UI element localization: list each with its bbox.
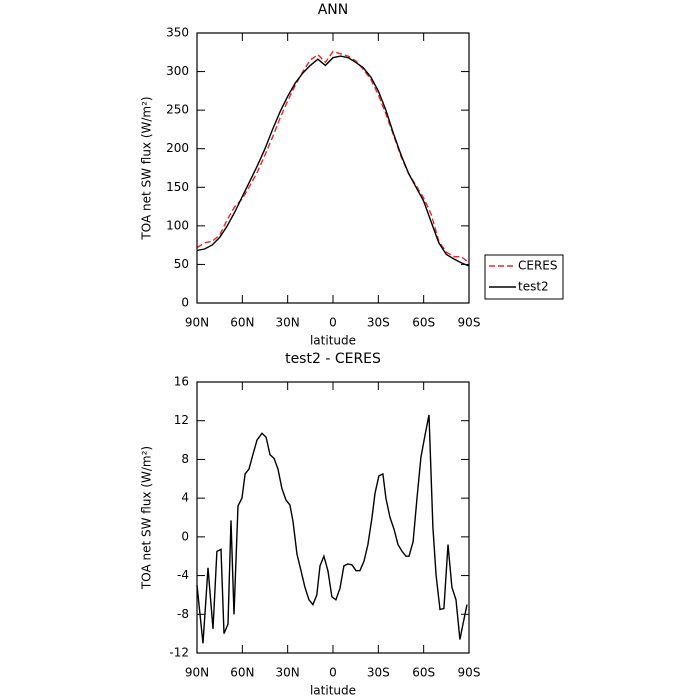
legend-label: test2 xyxy=(518,280,549,294)
data-line xyxy=(196,50,470,264)
x-tick-label: 0 xyxy=(329,316,337,330)
y-tick-label: 4 xyxy=(181,491,189,505)
chart-title: ANN xyxy=(318,2,349,18)
y-tick-label: 16 xyxy=(174,375,189,389)
x-tick-label: 90N xyxy=(185,666,209,680)
data-line xyxy=(196,414,468,644)
x-tick-label: 60N xyxy=(230,666,254,680)
y-tick-label: 300 xyxy=(166,64,189,78)
x-tick-label: 0 xyxy=(329,666,337,680)
x-axis-label: latitude xyxy=(310,684,356,698)
y-tick-label: -8 xyxy=(177,607,189,621)
y-tick-label: 200 xyxy=(166,141,189,155)
plot-frame xyxy=(196,32,470,304)
y-tick-label: 8 xyxy=(181,452,189,466)
legend-label: CERES xyxy=(518,259,558,273)
x-tick-label: 90S xyxy=(458,666,481,680)
y-tick-label: 50 xyxy=(174,257,189,271)
x-tick-label: 60S xyxy=(412,666,435,680)
y-tick-label: -12 xyxy=(169,646,189,660)
x-tick-label: 30S xyxy=(367,666,390,680)
y-tick-label: 350 xyxy=(166,26,189,40)
x-tick-label: 30N xyxy=(276,316,300,330)
x-tick-label: 90N xyxy=(185,316,209,330)
y-tick-label: 0 xyxy=(181,296,189,310)
x-tick-label: 60S xyxy=(412,316,435,330)
chart-title: test2 - CERES xyxy=(285,351,381,367)
y-tick-label: 150 xyxy=(166,180,189,194)
y-tick-label: 100 xyxy=(166,218,189,232)
y-tick-label: -4 xyxy=(177,568,189,582)
plot-frame xyxy=(196,381,470,654)
data-line xyxy=(196,55,470,267)
y-axis-label: TOA net SW flux (W/m²) xyxy=(140,446,154,590)
x-tick-label: 30N xyxy=(276,666,300,680)
y-axis-label: TOA net SW flux (W/m²) xyxy=(140,96,154,240)
y-tick-label: 0 xyxy=(181,529,189,543)
y-tick-label: 250 xyxy=(166,103,189,117)
x-axis-label: latitude xyxy=(310,334,356,348)
y-tick-label: 12 xyxy=(174,413,189,427)
x-tick-label: 30S xyxy=(367,316,390,330)
legend-box xyxy=(484,254,564,300)
x-tick-label: 60N xyxy=(230,316,254,330)
x-tick-label: 90S xyxy=(458,316,481,330)
